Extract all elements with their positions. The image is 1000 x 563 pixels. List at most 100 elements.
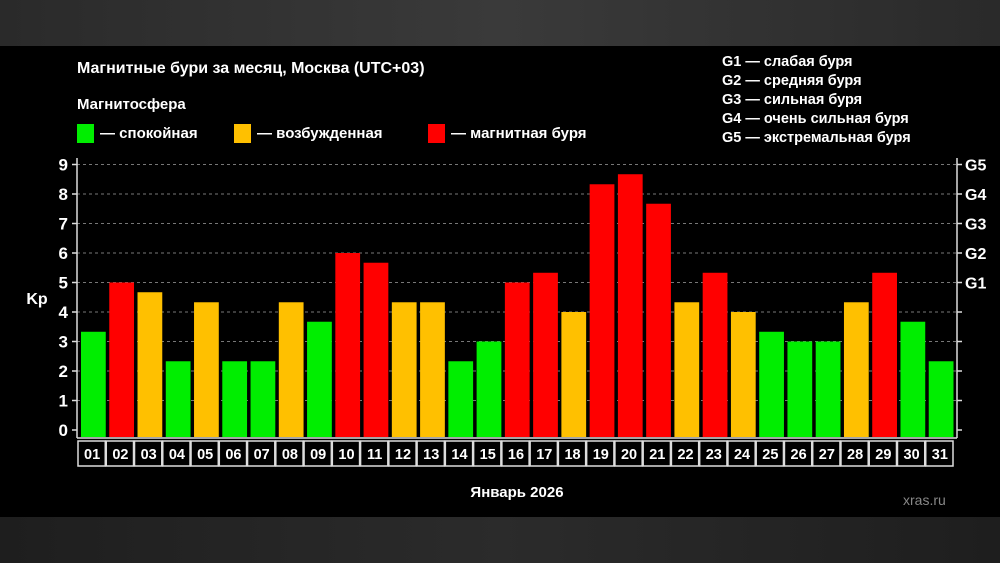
x-tick-label: 19 [593,447,609,463]
x-tick-label: 20 [621,447,637,463]
bar-30 [900,321,926,437]
x-tick-label: 18 [564,447,580,463]
x-tick-label: 29 [875,447,891,463]
bar-28 [843,302,869,437]
x-tick-box [811,440,841,467]
bar-19 [589,184,615,437]
x-tick-label: 21 [649,447,665,463]
x-tick-label: 02 [112,447,128,463]
x-tick-box [614,440,643,467]
x-tick-box [190,440,220,467]
bar-13 [420,302,445,437]
top-band [0,0,1000,46]
x-tick-label: 13 [423,447,439,463]
x-tick-box [698,440,728,467]
x-tick-label: 31 [932,447,948,463]
bar-24 [730,312,756,437]
x-tick-label: 12 [395,447,411,463]
x-tick-label: 15 [480,447,496,463]
x-tick-label: 26 [791,447,807,463]
x-tick-box [755,440,785,467]
x-tick-box [218,440,248,467]
legend-item-storm: — магнитная буря [428,124,587,143]
bar-16 [504,282,530,437]
y-tick-label: 2 [59,362,68,381]
y-axis-label: Kp [26,291,48,308]
bottom-band [0,517,1000,563]
x-tick-box [585,440,615,467]
right-tick-label: G4 [965,187,986,204]
legend-swatch [428,124,445,143]
bar-15 [476,341,502,437]
x-tick-box [133,440,163,467]
legend-swatch [234,124,251,143]
x-tick-box [783,440,813,467]
bar-11 [363,262,389,437]
right-tick-label: G1 [965,276,986,293]
bar-01 [81,331,106,437]
bar-29 [872,272,897,437]
x-tick-box [472,440,502,467]
x-tick-box [105,440,135,467]
bar-20 [617,174,643,438]
bar-21 [646,203,671,437]
x-tick-box [303,440,333,467]
x-tick-label: 28 [847,447,863,463]
g-scale-g3: G3 — сильная буря [722,92,863,108]
g-scale-g4: G4 — очень сильная буря [722,111,909,127]
x-tick-label: 27 [819,447,835,463]
x-tick-label: 04 [169,447,185,463]
x-tick-label: 17 [536,447,552,463]
x-tick-label: 14 [451,447,467,463]
bar-18 [561,312,587,437]
y-tick-label: 0 [59,421,68,440]
x-axis-label: Январь 2026 [470,484,563,501]
legend-title: Магнитосфера [77,96,186,113]
legend-label: — спокойная [100,125,198,142]
x-tick-label: 24 [734,447,750,463]
bar-08 [278,302,304,437]
bar-04 [165,361,191,437]
bar-02 [109,282,135,437]
chart-title: Магнитные бури за месяц, Москва (UTC+03) [77,60,425,77]
bar-07 [250,361,276,437]
x-tick-box [727,440,756,467]
right-tick-label: G3 [965,217,986,234]
bar-27 [815,341,841,437]
bar-26 [787,341,813,437]
bar-22 [674,302,700,437]
bar-31 [928,361,954,437]
y-tick-label: 6 [59,244,68,263]
x-tick-label: 30 [904,447,920,463]
x-tick-box [444,440,474,467]
x-tick-label: 11 [367,447,382,463]
bar-23 [702,272,728,437]
x-tick-box [924,440,954,467]
bar-17 [533,272,558,437]
g-scale-g2: G2 — средняя буря [722,73,862,89]
bar-25 [759,331,784,437]
x-tick-box [331,440,361,467]
bar-09 [307,321,332,437]
x-tick-box [162,440,191,467]
x-tick-label: 09 [310,447,326,463]
legend-label: — возбужденная [257,125,383,142]
bar-05 [194,302,219,437]
x-tick-label: 22 [677,447,693,463]
x-tick-box [77,440,107,467]
x-tick-box [501,440,530,467]
right-tick-label: G2 [965,246,986,263]
g-scale-g5: G5 — экстремальная буря [722,130,911,146]
x-tick-box [642,440,672,467]
bar-06 [222,361,248,437]
y-tick-label: 7 [59,215,68,234]
x-tick-label: 10 [338,447,354,463]
x-tick-box [840,440,869,467]
x-tick-box [416,440,446,467]
y-tick-label: 5 [59,274,68,293]
legend-swatch [77,124,94,143]
watermark: xras.ru [903,492,946,508]
x-tick-label: 06 [225,447,241,463]
x-tick-label: 05 [197,447,213,463]
